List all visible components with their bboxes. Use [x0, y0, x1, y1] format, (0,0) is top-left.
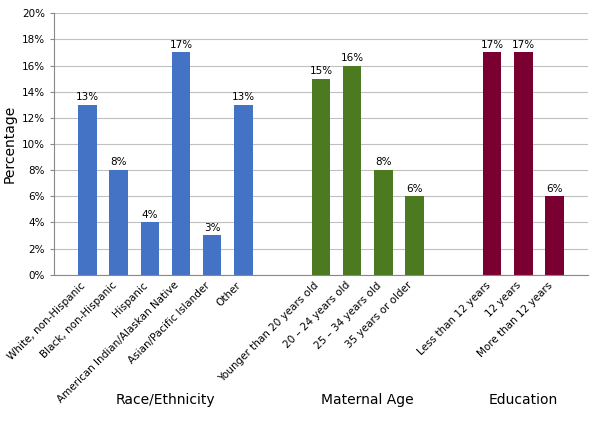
Text: 3%: 3%	[204, 223, 220, 233]
Bar	[483, 53, 502, 275]
Text: 6%: 6%	[546, 184, 563, 194]
Bar	[311, 79, 331, 275]
Bar	[234, 105, 253, 275]
Bar	[172, 53, 190, 275]
Text: 4%: 4%	[142, 210, 158, 220]
Text: 6%: 6%	[406, 184, 422, 194]
Bar	[545, 196, 564, 275]
Text: 15%: 15%	[310, 66, 332, 76]
Bar	[78, 105, 97, 275]
Text: 17%: 17%	[481, 40, 504, 50]
Bar	[405, 196, 424, 275]
Text: 17%: 17%	[169, 40, 193, 50]
Text: 17%: 17%	[512, 40, 535, 50]
Text: Race/Ethnicity: Race/Ethnicity	[116, 392, 215, 407]
Bar	[374, 170, 392, 275]
Text: Maternal Age: Maternal Age	[322, 392, 414, 407]
Y-axis label: Percentage: Percentage	[2, 105, 16, 183]
Bar	[203, 236, 221, 275]
Bar	[109, 170, 128, 275]
Bar	[343, 66, 361, 275]
Text: 16%: 16%	[341, 53, 364, 63]
Bar	[140, 222, 159, 275]
Text: 8%: 8%	[375, 158, 391, 167]
Text: 13%: 13%	[76, 92, 99, 102]
Text: 8%: 8%	[110, 158, 127, 167]
Text: Education: Education	[488, 392, 558, 407]
Bar	[514, 53, 533, 275]
Text: 13%: 13%	[232, 92, 255, 102]
